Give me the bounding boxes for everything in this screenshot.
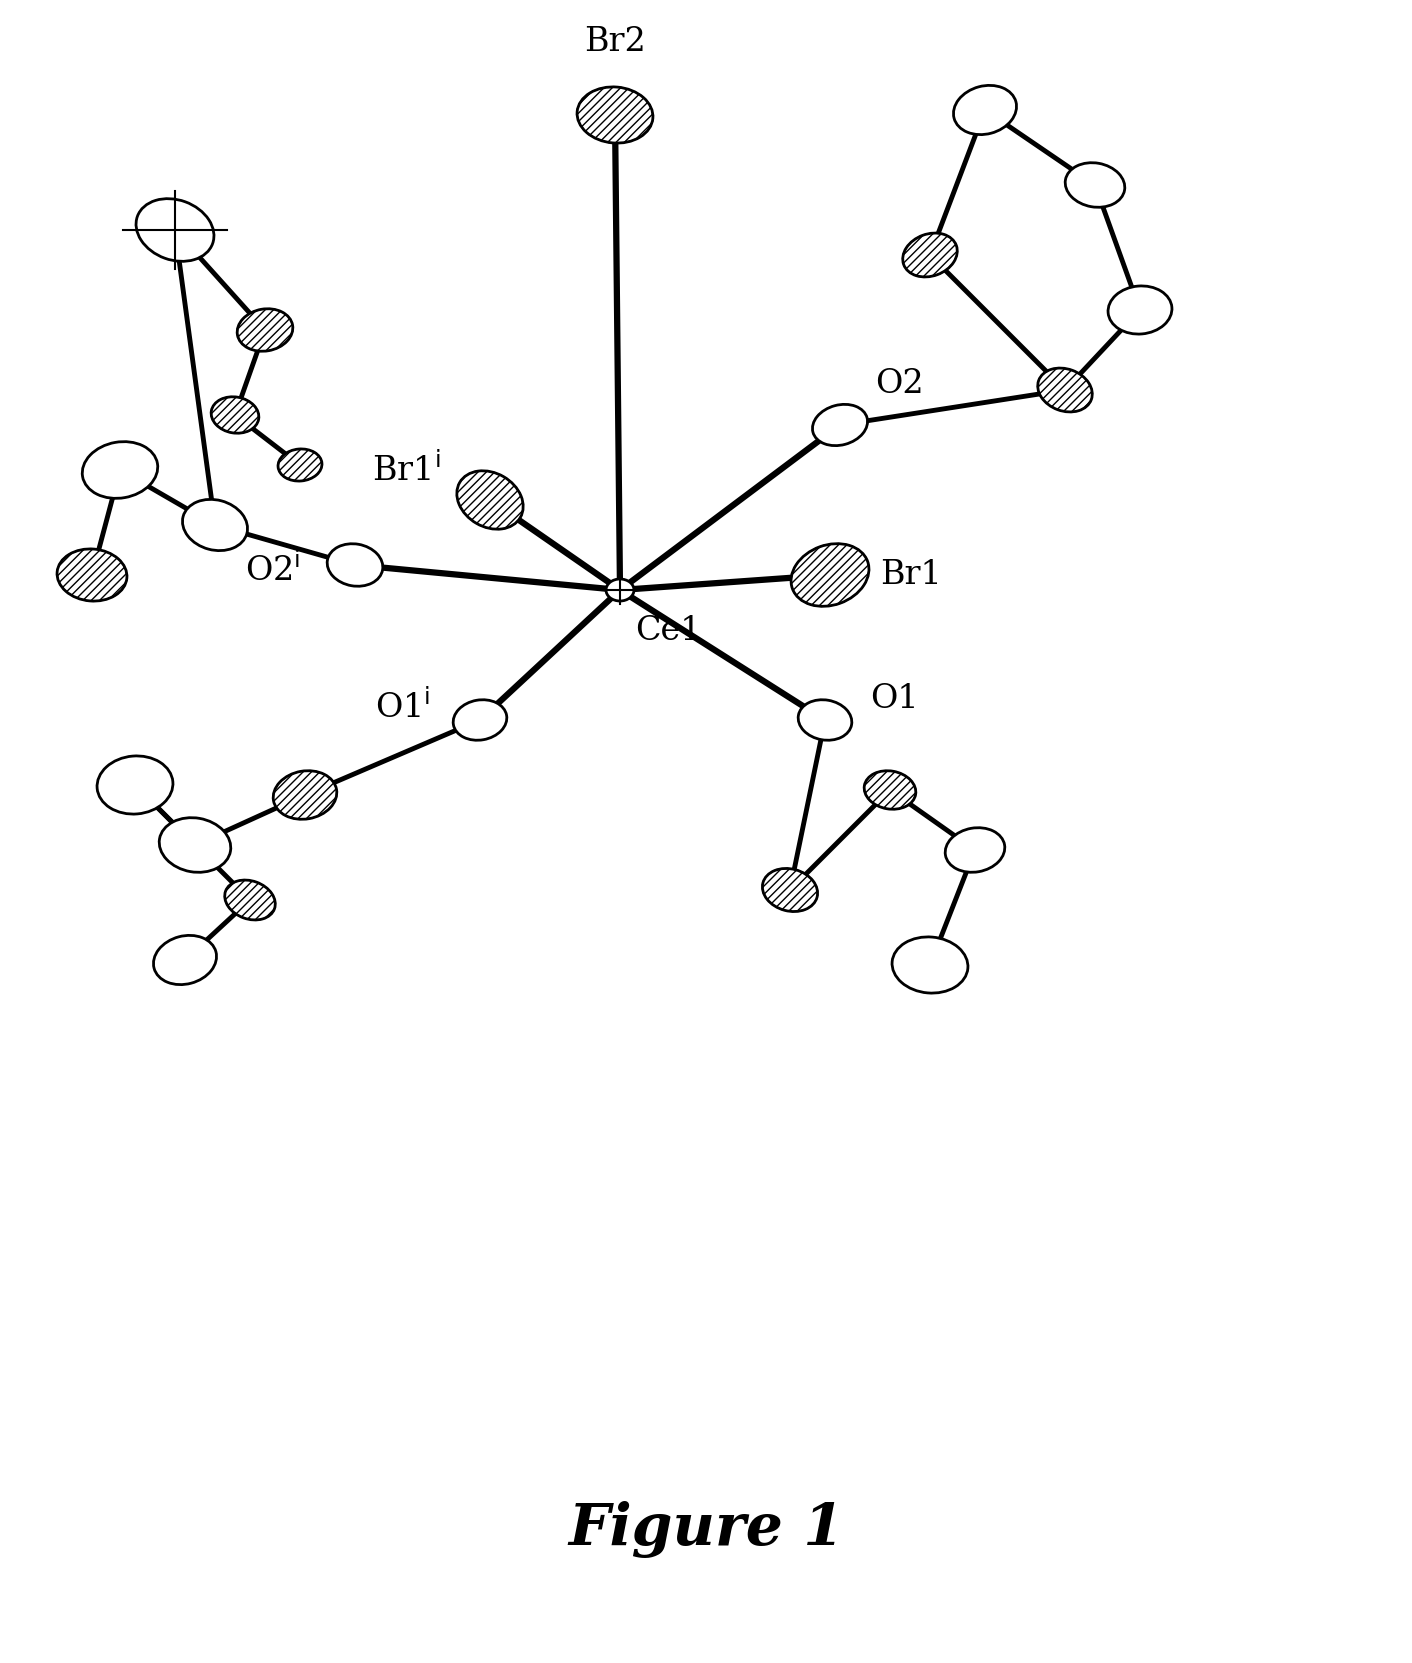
Ellipse shape [212, 397, 258, 432]
Ellipse shape [136, 198, 215, 261]
Text: O2$^{\mathrm{i}}$: O2$^{\mathrm{i}}$ [244, 552, 299, 587]
Ellipse shape [892, 936, 969, 993]
Ellipse shape [237, 309, 292, 351]
Ellipse shape [457, 471, 524, 529]
Ellipse shape [606, 579, 634, 600]
Ellipse shape [278, 449, 322, 481]
Ellipse shape [160, 818, 230, 873]
Text: O1$^{\mathrm{i}}$: O1$^{\mathrm{i}}$ [374, 690, 431, 725]
Ellipse shape [812, 404, 867, 446]
Ellipse shape [273, 770, 337, 820]
Ellipse shape [1065, 163, 1125, 208]
Ellipse shape [578, 86, 652, 143]
Ellipse shape [864, 770, 916, 810]
Text: O1: O1 [870, 683, 919, 715]
Ellipse shape [945, 828, 1005, 873]
Ellipse shape [762, 868, 818, 911]
Ellipse shape [154, 935, 216, 984]
Ellipse shape [225, 880, 275, 920]
Ellipse shape [1108, 286, 1172, 334]
Text: Br2: Br2 [585, 27, 645, 58]
Ellipse shape [902, 233, 957, 278]
Text: Figure 1: Figure 1 [568, 1502, 844, 1558]
Ellipse shape [97, 757, 172, 815]
Text: Ce1: Ce1 [635, 615, 702, 647]
Ellipse shape [328, 544, 383, 587]
Text: O2: O2 [875, 368, 923, 401]
Ellipse shape [453, 700, 507, 740]
Text: Br1$^{\mathrm{i}}$: Br1$^{\mathrm{i}}$ [371, 452, 441, 487]
Text: Br1: Br1 [880, 559, 942, 590]
Ellipse shape [791, 544, 868, 607]
Ellipse shape [953, 85, 1017, 135]
Ellipse shape [798, 700, 851, 740]
Ellipse shape [56, 549, 127, 600]
Ellipse shape [1038, 368, 1093, 412]
Ellipse shape [82, 442, 158, 499]
Ellipse shape [182, 499, 247, 550]
